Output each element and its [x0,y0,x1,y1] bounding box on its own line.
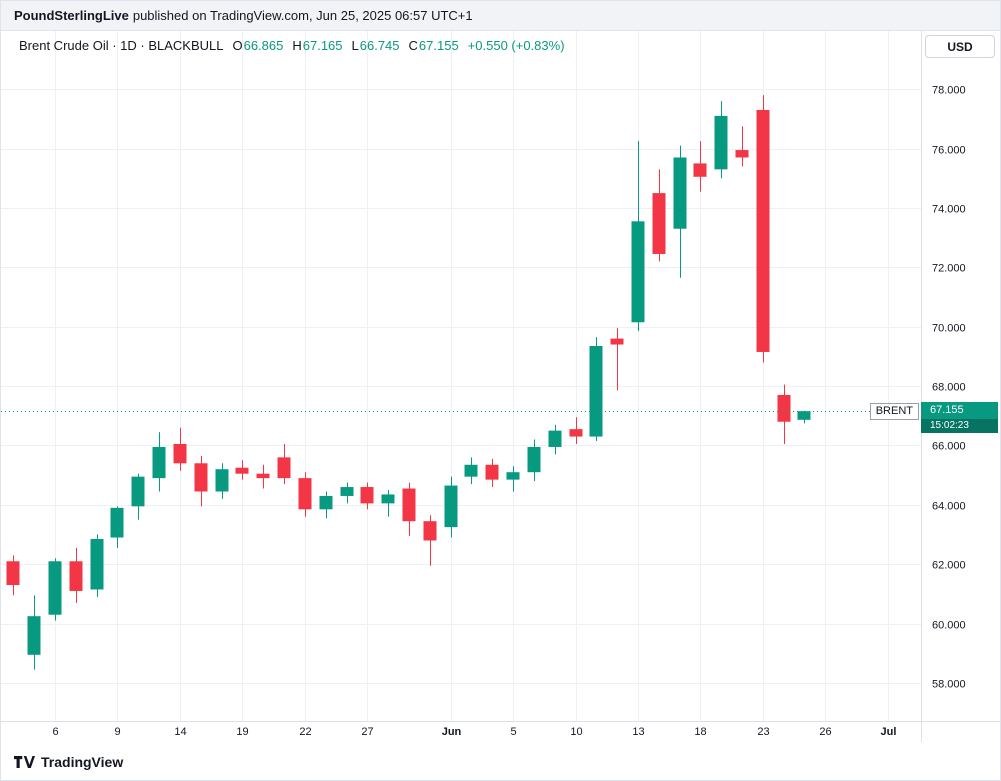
high-label: H [292,38,302,53]
candle-jun-6 [527,446,541,473]
tradingview-logo[interactable]: TradingView [14,754,123,770]
symbol-title[interactable]: Brent Crude Oil · 1D · BLACKBULL [19,38,224,53]
price-axis-label: 70.000 [932,323,966,335]
candle-may-16 [215,469,229,492]
footer-bar: TradingView [1,742,1000,780]
time-axis-label: 10 [570,726,582,738]
price-axis-label: 72.000 [932,263,966,275]
candle-jun-12 [610,338,624,345]
candle-may-26 [340,487,354,496]
candle-may-7 [69,561,83,591]
candle-may-23 [319,495,333,510]
candle-may-20 [256,473,270,479]
high-value: 67.165 [302,38,343,53]
candle-jun-25 [797,411,811,420]
candle-may-29 [402,488,416,522]
time-axis[interactable] [1,721,921,742]
candle-may-30 [423,521,437,541]
ohlc-low: L66.745 [352,38,400,53]
time-axis-label: 26 [819,726,831,738]
close-label: C [408,38,418,53]
change-value: +0.550 (+0.83%) [467,38,565,53]
time-axis-label: Jul [881,726,897,738]
price-axis-label: 76.000 [932,145,966,157]
ohlc-close: C67.155 [409,38,459,53]
candle-jun-19 [714,115,728,170]
published-text: published on TradingView.com, Jun 25, 20… [132,8,473,23]
price-badge-symbol: BRENT [869,403,919,421]
time-axis-label: 5 [510,726,516,738]
candle-jun-2 [444,485,458,528]
price-badge-stack: 67.155 15:02:23 [921,402,998,434]
candle-jun-17 [673,157,687,229]
close-value: 67.155 [418,38,459,53]
time-axis-label: 22 [299,726,311,738]
currency-button[interactable]: USD [925,35,995,58]
candle-jun-18 [693,163,707,177]
candle-jun-11 [589,346,603,437]
candle-jun-4 [485,464,499,480]
candle-jun-10 [569,429,583,437]
time-axis-label: 18 [694,726,706,738]
chart-region: 78.000 76.000 74.000 72.000 70.000 68.000 66.0… [1,31,1000,742]
time-axis-label: 23 [757,726,769,738]
price-badge-countdown: 15:02:23 [921,419,998,434]
candle-may-2 [6,561,20,586]
candle-may-28 [381,494,395,504]
candle-jun-13 [631,221,645,323]
time-axis-label: 6 [52,726,58,738]
candle-may-21 [277,457,291,479]
time-axis-label: 27 [361,726,373,738]
chart-legend: Brent Crude Oil · 1D · BLACKBULL O66.865… [19,38,565,53]
price-axis-label: 78.000 [932,85,966,97]
candle-may-8 [90,538,104,590]
candle-may-22 [298,478,312,510]
candle-may-27 [360,487,374,504]
candle-may-19 [235,467,249,474]
price-axis-label: 66.000 [932,441,966,453]
candle-jun-9 [548,430,562,447]
price-axis[interactable] [920,31,1000,721]
candle-may-6 [48,561,62,615]
low-value: 66.745 [359,38,400,53]
price-axis-label: 64.000 [932,501,966,513]
price-line-badge: BRENT 67.155 15:02:23 [869,402,998,434]
time-axis-label: 13 [632,726,644,738]
candle-may-14 [173,443,187,464]
candle-jun-5 [506,472,520,480]
candle-may-12 [131,476,145,507]
published-bar: PoundSterlingLive published on TradingVi… [1,1,1000,31]
candle-jun-16 [652,193,666,254]
price-axis-label: 58.000 [932,679,966,691]
price-axis-label: 74.000 [932,204,966,216]
time-axis-label: 19 [236,726,248,738]
ohlc-open: O66.865 [232,38,283,53]
time-axis-label: 9 [114,726,120,738]
price-axis-label: 60.000 [932,620,966,632]
candle-may-13 [152,446,166,479]
price-axis-label: 68.000 [932,382,966,394]
low-label: L [351,38,359,53]
tradingview-logo-icon [14,756,35,768]
time-axis-label: Jun [442,726,462,738]
open-value: 66.865 [243,38,284,53]
candle-may-15 [194,463,208,492]
candle-jun-20 [735,150,749,158]
candle-jun-3 [464,464,478,477]
ohlc-high: H67.165 [292,38,342,53]
candle-may-9 [110,507,124,538]
candle-may-5 [27,616,41,655]
chart-canvas[interactable]: 78.000 76.000 74.000 72.000 70.000 68.000 66.0… [1,31,1000,742]
publisher-name: PoundSterlingLive [14,8,129,23]
tradingview-wordmark: TradingView [41,754,124,770]
open-label: O [232,38,243,53]
price-badge-value: 67.155 [921,402,998,420]
candle-jun-24 [777,395,791,422]
candle-jun-23 [756,109,770,352]
price-axis-label: 62.000 [932,560,966,572]
time-axis-label: 14 [174,726,186,738]
